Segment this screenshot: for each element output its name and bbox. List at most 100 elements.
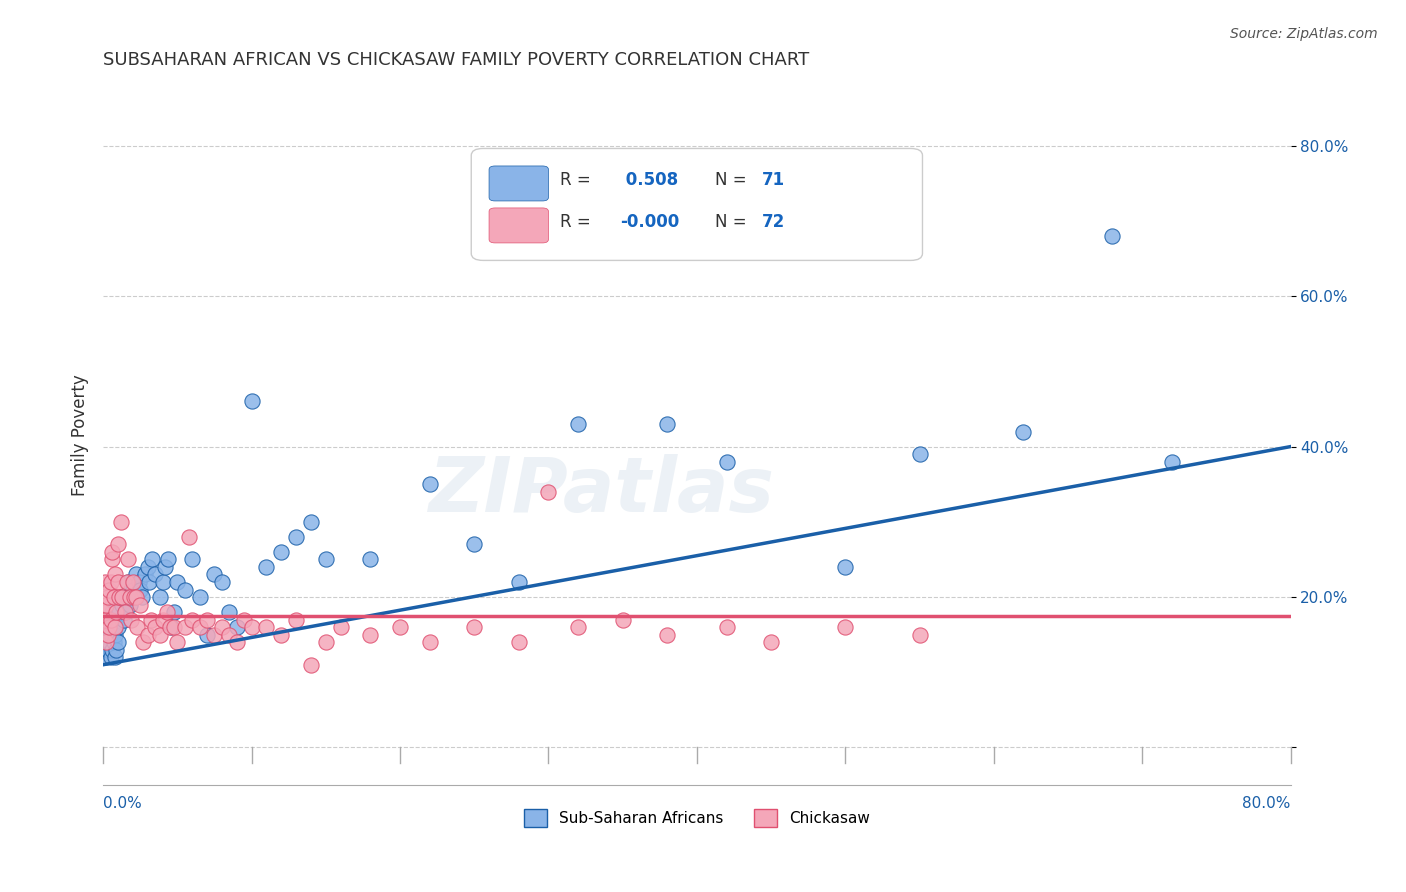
Point [125, 590, 148, 604]
Point [163, 620, 186, 634]
Point [107, 635, 129, 649]
Point [125, 567, 148, 582]
Point [138, 574, 160, 589]
Point [155, 560, 177, 574]
Point [101, 642, 124, 657]
Point [156, 605, 179, 619]
Point [463, 620, 485, 634]
Point [97, 590, 120, 604]
Point [163, 605, 186, 619]
Point [148, 590, 170, 604]
Text: N =: N = [714, 171, 752, 189]
Point [115, 574, 138, 589]
Point [139, 613, 162, 627]
Point [270, 627, 292, 641]
Point [233, 613, 256, 627]
Point [94, 650, 117, 665]
Y-axis label: Family Poverty: Family Poverty [72, 375, 89, 496]
Text: R =: R = [561, 171, 596, 189]
Point [93, 613, 115, 627]
Point [612, 613, 634, 627]
Point [100, 627, 122, 641]
Point [211, 574, 233, 589]
Point [115, 590, 138, 604]
Point [105, 605, 128, 619]
Point [315, 635, 337, 649]
Point [110, 515, 132, 529]
Point [716, 620, 738, 634]
Text: -0.000: -0.000 [620, 213, 679, 231]
Point [254, 560, 277, 574]
Point [127, 620, 149, 634]
Point [94, 598, 117, 612]
Point [359, 552, 381, 566]
Point [91, 642, 114, 657]
Point [103, 620, 125, 634]
Point [141, 552, 163, 566]
Point [211, 620, 233, 634]
Point [181, 613, 204, 627]
Point [204, 627, 226, 641]
Point [117, 574, 139, 589]
Point [1101, 229, 1123, 244]
Point [419, 635, 441, 649]
Point [204, 567, 226, 582]
Point [107, 620, 129, 634]
Text: SUBSAHARAN AFRICAN VS CHICKASAW FAMILY POVERTY CORRELATION CHART: SUBSAHARAN AFRICAN VS CHICKASAW FAMILY P… [103, 51, 810, 69]
Point [159, 620, 181, 634]
Point [124, 590, 146, 604]
Point [388, 620, 411, 634]
Point [104, 627, 127, 641]
Point [218, 605, 240, 619]
Point [508, 574, 530, 589]
Point [254, 620, 277, 634]
Point [143, 620, 166, 634]
FancyBboxPatch shape [489, 166, 548, 201]
Point [118, 590, 141, 604]
Point [100, 574, 122, 589]
Point [508, 635, 530, 649]
Point [98, 635, 121, 649]
Point [166, 635, 188, 649]
Point [112, 613, 135, 627]
Point [128, 574, 150, 589]
Legend: Sub-Saharan Africans, Chickasaw: Sub-Saharan Africans, Chickasaw [517, 803, 876, 833]
Point [110, 590, 132, 604]
Point [114, 605, 136, 619]
Point [114, 605, 136, 619]
Text: 71: 71 [762, 171, 786, 189]
Point [101, 605, 124, 619]
Point [1012, 425, 1035, 439]
Point [285, 613, 308, 627]
Point [118, 598, 141, 612]
Point [166, 574, 188, 589]
Point [195, 627, 218, 641]
Point [97, 642, 120, 657]
Point [107, 574, 129, 589]
Point [179, 530, 201, 544]
Point [103, 590, 125, 604]
Point [131, 590, 153, 604]
Point [329, 620, 352, 634]
FancyBboxPatch shape [471, 148, 922, 260]
Point [97, 627, 120, 641]
Point [111, 590, 134, 604]
Point [136, 627, 159, 641]
Point [160, 620, 183, 634]
Point [94, 635, 117, 649]
Point [132, 635, 155, 649]
Point [107, 537, 129, 551]
Point [359, 627, 381, 641]
Point [101, 552, 124, 566]
Point [129, 598, 152, 612]
Point [104, 620, 127, 634]
Point [173, 620, 195, 634]
Point [98, 620, 121, 634]
Point [91, 605, 114, 619]
Point [567, 417, 589, 431]
Point [567, 620, 589, 634]
Point [121, 582, 143, 597]
Point [173, 582, 195, 597]
Point [134, 567, 156, 582]
Point [143, 567, 166, 582]
